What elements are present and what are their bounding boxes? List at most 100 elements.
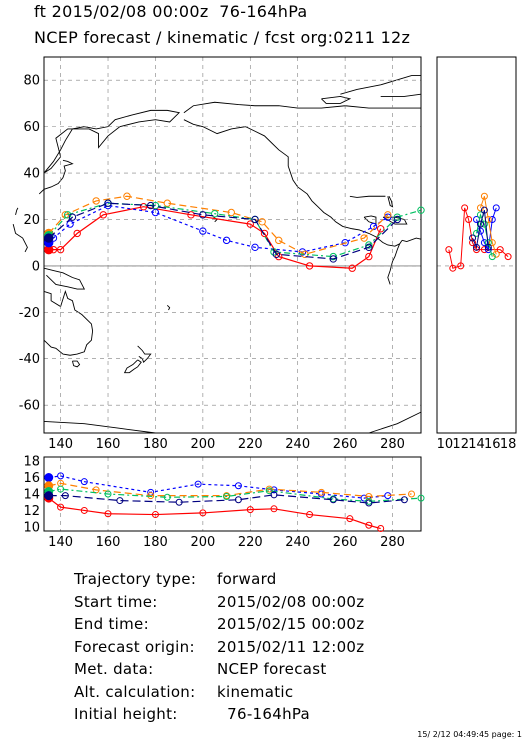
info-label: Trajectory type:: [74, 570, 197, 588]
side-point-red: [496, 246, 504, 254]
trajectory-point-blue: [199, 227, 207, 235]
info-label: End time:: [74, 615, 149, 633]
height-point-navy: [365, 499, 373, 507]
height-x-tick-label: 220: [238, 535, 263, 550]
side-point-orange: [476, 204, 484, 212]
trajectory-point-red: [260, 229, 269, 238]
trajectory-point-red: [376, 225, 385, 233]
trajectory-point-navy: [68, 213, 77, 221]
land-outline: [380, 93, 422, 97]
trajectory-point-orange: [384, 211, 392, 219]
side-point-red: [457, 262, 465, 270]
info-value: 76-164hPa: [217, 705, 311, 723]
info-value: NCEP forecast: [217, 660, 327, 678]
side-tick-label: 14: [468, 437, 485, 452]
height-point-green: [265, 487, 273, 495]
trajectory-point-red: [365, 252, 373, 261]
height-x-tick-label: 260: [333, 535, 358, 550]
trajectory-point-blue: [66, 220, 74, 228]
trajectory-point-blue: [251, 243, 259, 252]
side-point-red: [465, 215, 473, 223]
x-tick-label: 240: [285, 437, 310, 452]
side-point-green: [473, 229, 480, 237]
height-point-blue: [194, 480, 202, 488]
height-point-red: [377, 525, 385, 533]
height-x-tick-label: 140: [48, 535, 73, 550]
height-point-red: [57, 503, 65, 511]
x-tick-label: 220: [238, 437, 263, 452]
height-point-red: [80, 506, 88, 514]
chart-title: ft 2015/02/08 00:00z 76-164hPa: [34, 2, 308, 21]
trajectory-point-navy: [199, 211, 207, 219]
height-point-blue: [270, 486, 278, 494]
land-outline: [401, 237, 422, 242]
trajectory-point-red: [348, 264, 356, 272]
height-x-tick-label: 180: [143, 535, 168, 550]
info-value: 2015/02/11 12:00z: [217, 637, 365, 656]
map-panel: 140 160 180 200 220 240 260 280 -60 -40 -20 0 20 40 60…: [12, 56, 425, 452]
land-outline: [43, 289, 94, 356]
info-label: Start time:: [74, 592, 158, 611]
height-point-navy: [329, 496, 337, 504]
trajectory-point-blue: [104, 201, 112, 210]
trajectory-point-orange: [123, 192, 131, 200]
height-point-navy: [270, 491, 278, 499]
chart-subtitle: NCEP forecast / kinematic / fcst org:021…: [34, 28, 411, 47]
trajectory-point-green: [393, 213, 401, 221]
side-line-red: [448, 207, 509, 269]
side-point-red: [445, 246, 453, 254]
side-point-green: [480, 220, 488, 228]
height-y-tick-label: 18: [23, 455, 40, 470]
side-point-navy: [480, 206, 488, 214]
y-tick-label: 0: [32, 259, 40, 274]
side-point-orange: [492, 250, 500, 258]
height-point-navy: [234, 496, 242, 504]
trajectory-point-navy: [272, 250, 281, 258]
side-point-red: [504, 253, 512, 261]
land-outline: [363, 215, 377, 225]
height-point-green: [163, 493, 171, 501]
height-start-blue: [44, 473, 54, 483]
land-outline: [38, 159, 74, 195]
height-x-tick-label: 160: [96, 535, 121, 550]
side-point-green: [488, 253, 496, 261]
side-tick-label: 12: [452, 437, 469, 452]
trajectory-line-green: [48, 202, 422, 258]
side-point-red: [480, 246, 488, 254]
height-point-red: [365, 521, 373, 529]
height-point-green: [57, 485, 65, 493]
trajectory-line-navy: [48, 202, 398, 260]
trajectory-point-green: [211, 209, 219, 218]
height-point-navy: [175, 498, 183, 506]
trajectory-point-red: [187, 211, 195, 219]
x-tick-label: 160: [96, 437, 121, 452]
land-outline: [166, 305, 171, 311]
height-point-red: [306, 511, 314, 519]
land-outline: [321, 96, 352, 104]
trajectory-point-red: [73, 229, 81, 238]
trajectory-point-navy: [393, 215, 401, 224]
info-value: 2015/02/15 00:00z: [217, 615, 365, 633]
y-tick-label: 20: [23, 213, 40, 228]
trajectory-point-orange: [258, 218, 266, 226]
trajectory-point-navy: [365, 243, 373, 252]
height-point-red: [346, 515, 354, 523]
trajectory-point-red: [99, 211, 107, 219]
height-point-navy: [61, 492, 69, 500]
land-outline: [72, 360, 81, 368]
side-point-red: [461, 204, 469, 212]
side-point-orange: [488, 239, 496, 247]
height-point-green: [104, 490, 112, 498]
side-tick-label: 10: [437, 437, 454, 452]
info-value: kinematic: [217, 682, 294, 701]
height-point-red: [246, 506, 254, 514]
height-y-tick-label: 12: [23, 504, 40, 519]
trajectory-point-orange: [227, 208, 236, 217]
trajectory-point-blue: [369, 222, 378, 231]
height-point-navy: [116, 497, 124, 505]
info-label: Alt. calculation:: [74, 682, 196, 701]
height-x-tick-label: 240: [285, 535, 310, 550]
land-outline: [137, 345, 152, 364]
side-point-red: [449, 264, 457, 272]
